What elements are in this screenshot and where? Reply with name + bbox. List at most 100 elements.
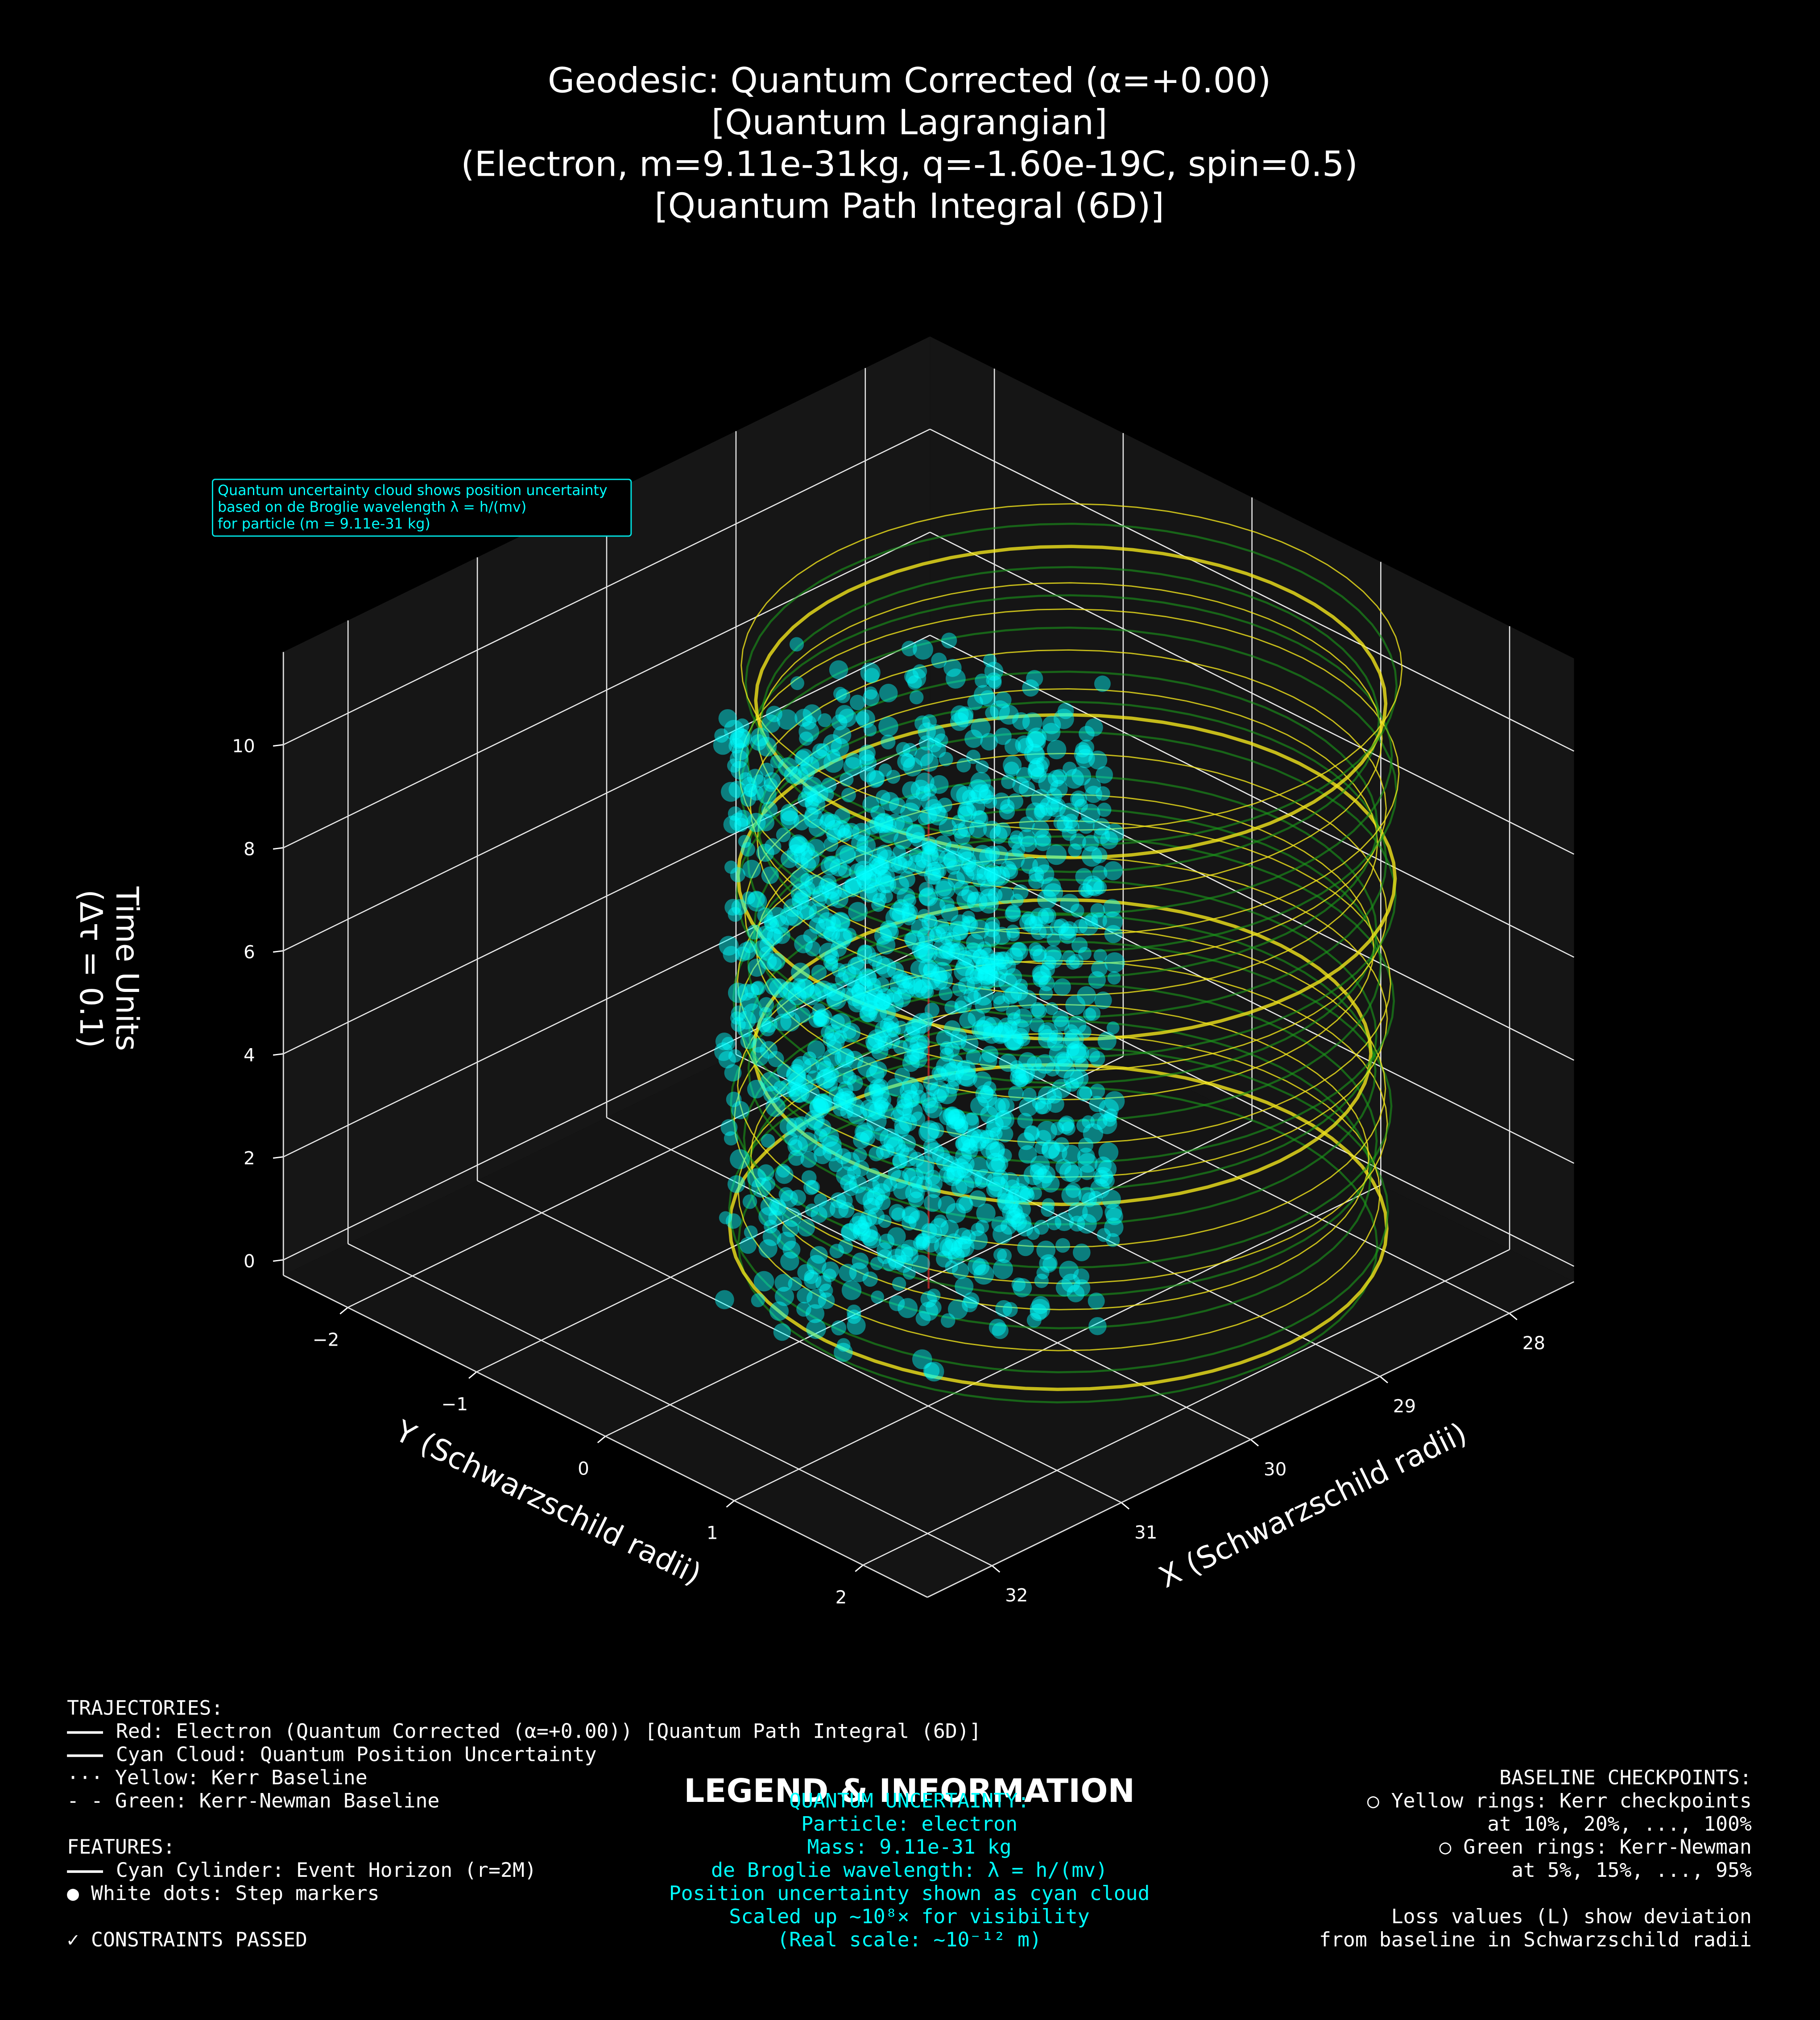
cloud-point	[1077, 1153, 1098, 1173]
cloud-point	[874, 866, 895, 887]
cloud-point	[918, 1122, 939, 1143]
cloud-point	[840, 1174, 857, 1191]
cloud-point	[1039, 1254, 1058, 1273]
cloud-point	[939, 1047, 954, 1062]
cloud-point	[737, 983, 754, 1001]
cloud-point	[834, 1064, 854, 1084]
cloud-point	[972, 873, 986, 888]
kerr-newman-ring	[757, 670, 1378, 979]
cloud-point	[1010, 1214, 1027, 1231]
grid-line	[347, 991, 995, 1308]
cloud-point	[993, 995, 1010, 1012]
cloud-point	[874, 1031, 888, 1045]
cloud-point	[1051, 1078, 1071, 1099]
cloud-point	[1028, 1186, 1042, 1200]
cloud-point	[984, 921, 1000, 938]
cloud-point	[746, 813, 766, 832]
info-text: QUANTUM UNCERTAINTY:	[789, 1789, 1030, 1812]
cloud-point	[1063, 761, 1077, 776]
cloud-point	[898, 871, 915, 888]
cloud-point	[974, 1020, 994, 1041]
cloud-point	[868, 952, 882, 967]
cloud-point	[998, 1194, 1018, 1214]
cloud-point	[955, 996, 972, 1013]
cloud-point	[759, 938, 774, 953]
cloud-point	[923, 841, 936, 854]
cloud-point	[968, 1230, 988, 1250]
cloud-point	[778, 757, 798, 777]
cloud-point	[966, 797, 985, 816]
cloud-point	[852, 1212, 866, 1227]
cloud-point	[1051, 1122, 1064, 1136]
cloud-point	[1050, 799, 1063, 812]
cloud-point	[985, 1142, 1005, 1161]
cloud-point	[913, 639, 933, 660]
cloud-point	[900, 1090, 919, 1108]
cloud-point	[789, 1139, 802, 1153]
cloud-point	[844, 1181, 859, 1196]
cloud-point	[1057, 1117, 1074, 1134]
cloud-point	[947, 1109, 966, 1127]
cloud-point	[730, 760, 749, 780]
cloud-point	[886, 856, 902, 872]
cloud-point	[859, 744, 876, 761]
cloud-point	[972, 949, 988, 964]
cloud-point	[1091, 913, 1107, 929]
cloud-point	[922, 714, 937, 729]
cloud-point	[765, 978, 782, 996]
cloud-point	[908, 1210, 929, 1231]
cloud-point	[840, 1223, 858, 1241]
cloud-point	[828, 1157, 844, 1172]
cloud-point	[761, 926, 782, 946]
cloud-point	[1018, 829, 1036, 847]
cloud-point	[1024, 744, 1044, 764]
cloud-point	[819, 1127, 840, 1147]
cloud-point	[931, 742, 946, 758]
cloud-point	[1055, 1058, 1075, 1078]
cloud-point	[815, 918, 836, 939]
cloud-point	[1021, 856, 1038, 874]
cloud-point	[843, 1025, 856, 1039]
cloud-point	[866, 1111, 887, 1132]
cloud-point	[803, 929, 818, 943]
cloud-point	[922, 1235, 939, 1253]
cloud-point	[961, 915, 977, 931]
cloud-point	[1002, 1302, 1018, 1318]
cloud-point	[975, 1085, 994, 1103]
cloud-point	[866, 978, 881, 992]
cloud-point	[767, 928, 783, 945]
cloud-point	[756, 843, 774, 862]
cloud-point	[838, 708, 857, 727]
cloud-point	[980, 947, 995, 962]
trajectories	[728, 503, 1403, 1404]
cloud-point	[824, 891, 840, 907]
cloud-point	[810, 749, 831, 770]
cloud-point	[813, 885, 829, 902]
cloud-point	[1093, 827, 1110, 844]
info-text: Cyan Cylinder: Event Horizon (r=2M)	[116, 1858, 537, 1882]
cloud-point	[959, 1012, 976, 1029]
cloud-point	[1038, 773, 1059, 793]
cloud-point	[875, 1194, 891, 1210]
kerr-newman-ring	[747, 1020, 1372, 1330]
cloud-point	[950, 914, 971, 935]
cloud-point	[1090, 1083, 1105, 1099]
cloud-point	[796, 900, 817, 920]
cloud-point	[993, 1022, 1013, 1042]
cloud-point	[905, 930, 925, 950]
cloud-point	[1060, 893, 1080, 913]
cloud-point	[847, 1165, 861, 1179]
cloud-point	[1002, 1203, 1020, 1222]
cloud-point	[874, 977, 889, 993]
cloud-point	[842, 967, 863, 987]
cloud-point	[975, 673, 989, 688]
cloud-point	[776, 1164, 790, 1178]
cloud-point	[1069, 1215, 1085, 1232]
cloud-point	[786, 1064, 806, 1084]
cloud-point	[802, 704, 822, 723]
cloud-point	[954, 829, 971, 845]
cloud-point	[1028, 866, 1044, 882]
cloud-point	[833, 686, 847, 701]
cloud-point	[980, 880, 997, 896]
cloud-point	[893, 989, 911, 1008]
